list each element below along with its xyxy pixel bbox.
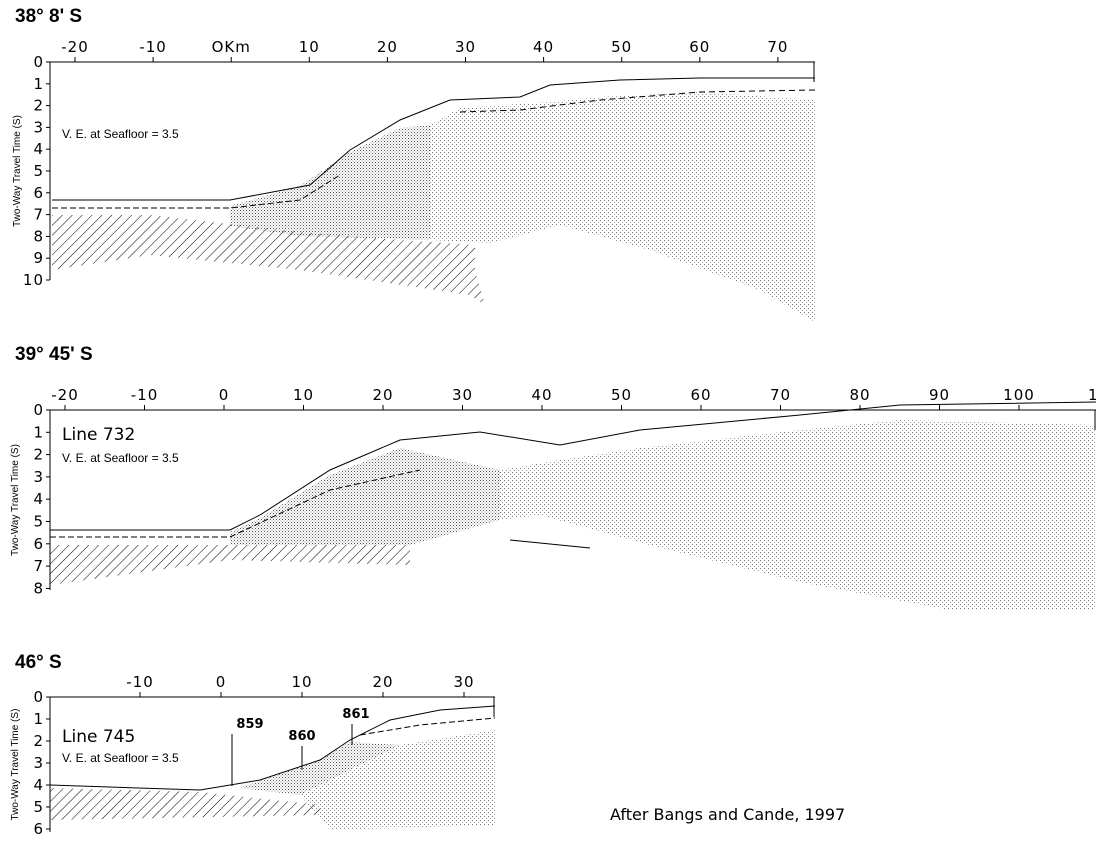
y-tick-label: 5 <box>33 162 44 180</box>
x-tick-label: 50 <box>611 386 632 404</box>
x-tick-label: 10 <box>293 386 314 404</box>
y-tick-label: 8 <box>33 579 44 597</box>
x-tick-label: -20 <box>61 38 89 56</box>
x-tick-label: 10 <box>291 673 312 691</box>
y-tick-label: 0 <box>33 401 44 419</box>
x-tick-label: 11 <box>1088 386 1096 404</box>
figure: After Bangs and Cande, 1997 38° 8' S -20 -… <box>0 0 1096 851</box>
x-tick-label: -20 <box>51 386 79 404</box>
x-tick-label: 40 <box>531 386 552 404</box>
line-label: Line 732 <box>62 425 135 445</box>
x-tick-label: 30 <box>452 386 473 404</box>
wedge <box>230 125 430 240</box>
ve-note: V. E. at Seafloor = 3.5 <box>62 751 179 765</box>
site-label: 859 <box>236 717 263 732</box>
basement <box>500 420 1096 610</box>
reflector <box>360 718 495 735</box>
x-tick-label: 0 <box>219 386 230 404</box>
y-tick-label: 3 <box>33 468 44 486</box>
wedge <box>230 448 500 545</box>
y-tick-label: 7 <box>33 206 44 224</box>
y-tick-label: 1 <box>33 710 44 728</box>
reflector <box>510 540 590 548</box>
x-tick-label: 80 <box>849 386 870 404</box>
y-tick-label: 4 <box>33 776 44 794</box>
y-tick-label: 0 <box>33 688 44 706</box>
y-tick-label: 2 <box>33 97 44 115</box>
y-tick-label: 3 <box>33 754 44 772</box>
basement <box>430 92 815 322</box>
x-tick-label: -10 <box>126 673 154 691</box>
x-tick-label: 60 <box>689 38 710 56</box>
y-axis-label: Two-Way Travel Time (S) <box>10 444 21 556</box>
oceanic-crust <box>50 788 320 820</box>
x-tick-label: 0 <box>216 673 227 691</box>
x-tick-label: 10 <box>299 38 320 56</box>
x-tick-label: 20 <box>372 386 393 404</box>
y-tick-label: 3 <box>33 118 44 136</box>
sections <box>50 78 1096 830</box>
y-tick-label: 7 <box>33 557 44 575</box>
x-tick-label: -10 <box>139 38 167 56</box>
panel-title: 38° 8' S <box>15 6 82 27</box>
x-tick-label: 20 <box>372 673 393 691</box>
y-axis-label: Two-Way Travel Time (S) <box>10 709 21 821</box>
y-tick-label: 6 <box>33 535 44 553</box>
y-tick-label: 1 <box>33 423 44 441</box>
x-tick-label: 60 <box>690 386 711 404</box>
x-tick-label: 90 <box>929 386 950 404</box>
x-tick-label: 70 <box>767 38 788 56</box>
x-tick-label: 20 <box>377 38 398 56</box>
y-tick-label: 4 <box>33 490 44 508</box>
x-tick-label: 50 <box>611 38 632 56</box>
credit: After Bangs and Cande, 1997 <box>610 805 845 824</box>
x-tick-label: 70 <box>770 386 791 404</box>
y-tick-label: 6 <box>33 184 44 202</box>
x-tick-label: 30 <box>455 38 476 56</box>
x-tick-label: 30 <box>453 673 474 691</box>
oceanic-crust <box>50 545 410 585</box>
y-tick-label: 9 <box>33 249 44 267</box>
y-tick-label: 5 <box>33 513 44 531</box>
panel-title: 46° S <box>15 652 62 673</box>
y-tick-label: 8 <box>33 227 44 245</box>
x-tick-label: 100 <box>1003 386 1035 404</box>
line-label: Line 745 <box>62 727 135 747</box>
y-tick-label: 0 <box>33 53 44 71</box>
site-label: 861 <box>342 707 369 722</box>
y-tick-label: 2 <box>33 446 44 464</box>
ve-note: V. E. at Seafloor = 3.5 <box>62 127 179 141</box>
y-tick-label: 6 <box>33 820 44 838</box>
site-label: 860 <box>288 729 315 744</box>
x-tick-label: -10 <box>131 386 159 404</box>
y-axis-label: Two-Way Travel Time (S) <box>12 115 23 227</box>
y-tick-label: 5 <box>33 798 44 816</box>
y-tick-label: 1 <box>33 75 44 93</box>
y-tick-label: 4 <box>33 140 44 158</box>
y-tick-label: 2 <box>33 732 44 750</box>
y-tick-label: 10 <box>23 271 44 289</box>
ve-note: V. E. at Seafloor = 3.5 <box>62 451 179 465</box>
x-tick-label: 40 <box>533 38 554 56</box>
x-tick-label: OKm <box>212 38 251 56</box>
panel-title: 39° 45' S <box>15 344 93 365</box>
